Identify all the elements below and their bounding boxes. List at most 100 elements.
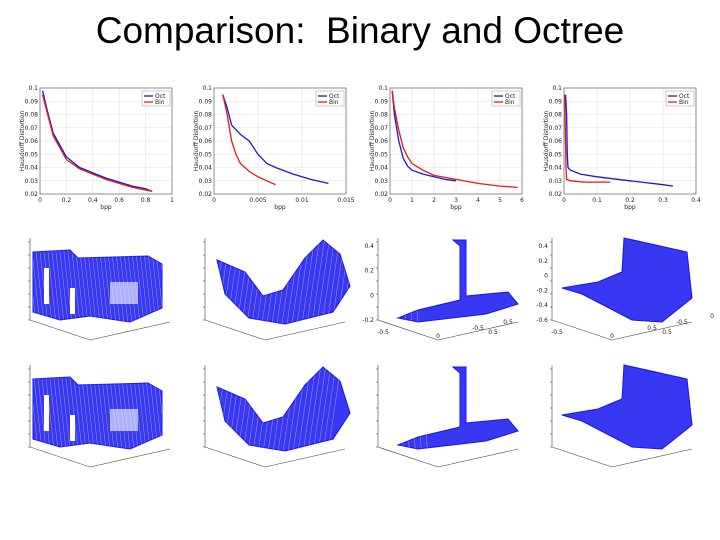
y-tick-label: 0.07 xyxy=(199,125,213,132)
y-tick-label: 0.06 xyxy=(199,138,213,145)
legend-label: Oct xyxy=(505,93,516,100)
x-tick-label: 0.2 xyxy=(62,197,72,204)
surface-y-tick: -0.2 xyxy=(362,317,374,324)
mesh-surface xyxy=(32,376,163,450)
axis-y xyxy=(264,321,346,341)
surface-plot-r2c3 xyxy=(376,365,519,468)
x-tick-label: 0 xyxy=(38,197,42,204)
y-tick-label: 0.08 xyxy=(25,112,39,119)
mesh-surface xyxy=(561,237,693,323)
x-tick-label: 1 xyxy=(170,197,174,204)
legend-label: Bin xyxy=(679,99,689,106)
mesh-surface xyxy=(396,239,519,323)
surface-x-tick: 0 xyxy=(436,333,440,340)
line-chart-4: 0.02 0.03 0.04 0.05 0.06 0.07 0.08 0.09 0.1 0 0.1 0… xyxy=(543,85,701,211)
y-tick-label: 0.02 xyxy=(25,191,39,198)
window-opening xyxy=(44,395,49,431)
surface-x-tick: 0.5 xyxy=(488,329,498,336)
series-line-bin xyxy=(222,94,276,186)
mesh-hatching xyxy=(0,0,456,540)
surface-y-tick: -0.2 xyxy=(536,287,548,294)
series-line-oct xyxy=(391,90,457,182)
y-tick-label: 0.1 xyxy=(378,85,388,92)
x-tick-label: 0.4 xyxy=(88,197,98,204)
y-tick-label: 0.05 xyxy=(549,151,563,158)
surface-y-tick: -0.4 xyxy=(536,302,548,309)
surface-z-tick: -0.5 xyxy=(676,319,688,326)
x-tick-label: 4 xyxy=(476,197,480,204)
y-tick-label: 0.09 xyxy=(549,98,563,105)
plot-frame xyxy=(389,87,523,195)
y-tick-label: 0.08 xyxy=(375,112,389,119)
y-tick-label: 0.03 xyxy=(375,178,389,185)
y-tick-label: 0.05 xyxy=(25,151,39,158)
axis-x xyxy=(29,319,91,341)
axis-y xyxy=(611,448,693,468)
series-line-oct xyxy=(564,94,673,187)
axis-y xyxy=(437,321,519,341)
series-line-oct xyxy=(41,90,153,192)
series-line-oct xyxy=(222,94,329,185)
legend-label: Oct xyxy=(329,93,340,100)
plot-frame xyxy=(563,87,697,195)
y-tick-label: 0.03 xyxy=(199,178,213,185)
y-tick-label: 0.04 xyxy=(199,165,213,172)
y-tick-label: 0.1 xyxy=(28,85,38,92)
y-tick-label: 0.07 xyxy=(25,125,39,132)
x-axis-label: bpp xyxy=(100,204,112,211)
series-line-bin xyxy=(391,90,518,189)
axis-y xyxy=(264,448,346,468)
y-tick-label: 0.08 xyxy=(199,112,213,119)
axis-y xyxy=(89,448,171,468)
y-tick-label: 0.04 xyxy=(375,165,389,172)
page-title: Comparison: Binary and Octree xyxy=(95,10,625,51)
x-tick-label: 0.1 xyxy=(592,197,602,204)
mesh-surface xyxy=(216,239,351,325)
x-tick-label: 0.01 xyxy=(295,197,309,204)
y-tick-label: 0.08 xyxy=(549,112,563,119)
y-tick-label: 0.03 xyxy=(25,178,39,185)
axis-x xyxy=(551,446,613,468)
window-opening xyxy=(70,415,75,441)
y-axis-label: Hausdorff Distortion xyxy=(193,111,200,172)
surface-z-tick: 0.5 xyxy=(647,325,657,332)
axis-y xyxy=(437,448,519,468)
y-tick-label: 0.02 xyxy=(199,191,213,198)
surface-z-tick: 0.5 xyxy=(503,319,513,326)
series-line-bin xyxy=(41,94,153,192)
y-tick-label: 0.03 xyxy=(549,178,563,185)
y-axis-label: Hausdorff Distortion xyxy=(19,111,26,172)
axis-x xyxy=(377,319,439,341)
x-tick-label: 0.015 xyxy=(337,197,354,204)
y-tick-label: 0.06 xyxy=(25,138,39,145)
y-tick-label: 0.05 xyxy=(375,151,389,158)
x-tick-label: 2 xyxy=(432,197,436,204)
x-tick-label: 6 xyxy=(520,197,524,204)
surface-x-tick: 0 xyxy=(610,333,614,340)
y-tick-label: 0.1 xyxy=(552,85,562,92)
surface-x-tick: -0.5 xyxy=(551,329,563,336)
x-tick-label: 0 xyxy=(562,197,566,204)
surface-z-tick: 0 xyxy=(710,313,714,320)
surface-plot-r2c4 xyxy=(550,364,693,468)
window-opening xyxy=(110,282,138,304)
axis-x xyxy=(204,446,266,468)
y-tick-label: 0.04 xyxy=(549,165,563,172)
legend-label: Bin xyxy=(505,99,515,106)
x-axis-label: bpp xyxy=(624,204,636,211)
line-chart-1: 0.02 0.03 0.04 0.05 0.06 0.07 0.08 0.09 0.1 0 0.2 0… xyxy=(19,85,174,211)
window-opening xyxy=(110,409,138,431)
y-tick-label: 0.04 xyxy=(25,165,39,172)
axis-x xyxy=(377,446,439,468)
mesh-surface xyxy=(561,364,693,450)
x-tick-label: 0.005 xyxy=(249,197,266,204)
y-axis-label: Hausdorff Distortion xyxy=(369,111,376,172)
axis-y xyxy=(611,321,693,341)
y-tick-label: 0.05 xyxy=(199,151,213,158)
x-tick-label: 0.3 xyxy=(658,197,668,204)
surface-y-tick: 0 xyxy=(544,273,548,280)
surface-y-tick: 0.4 xyxy=(364,243,374,250)
legend-label: Bin xyxy=(329,99,339,106)
surface-y-tick: 0.2 xyxy=(364,268,374,275)
